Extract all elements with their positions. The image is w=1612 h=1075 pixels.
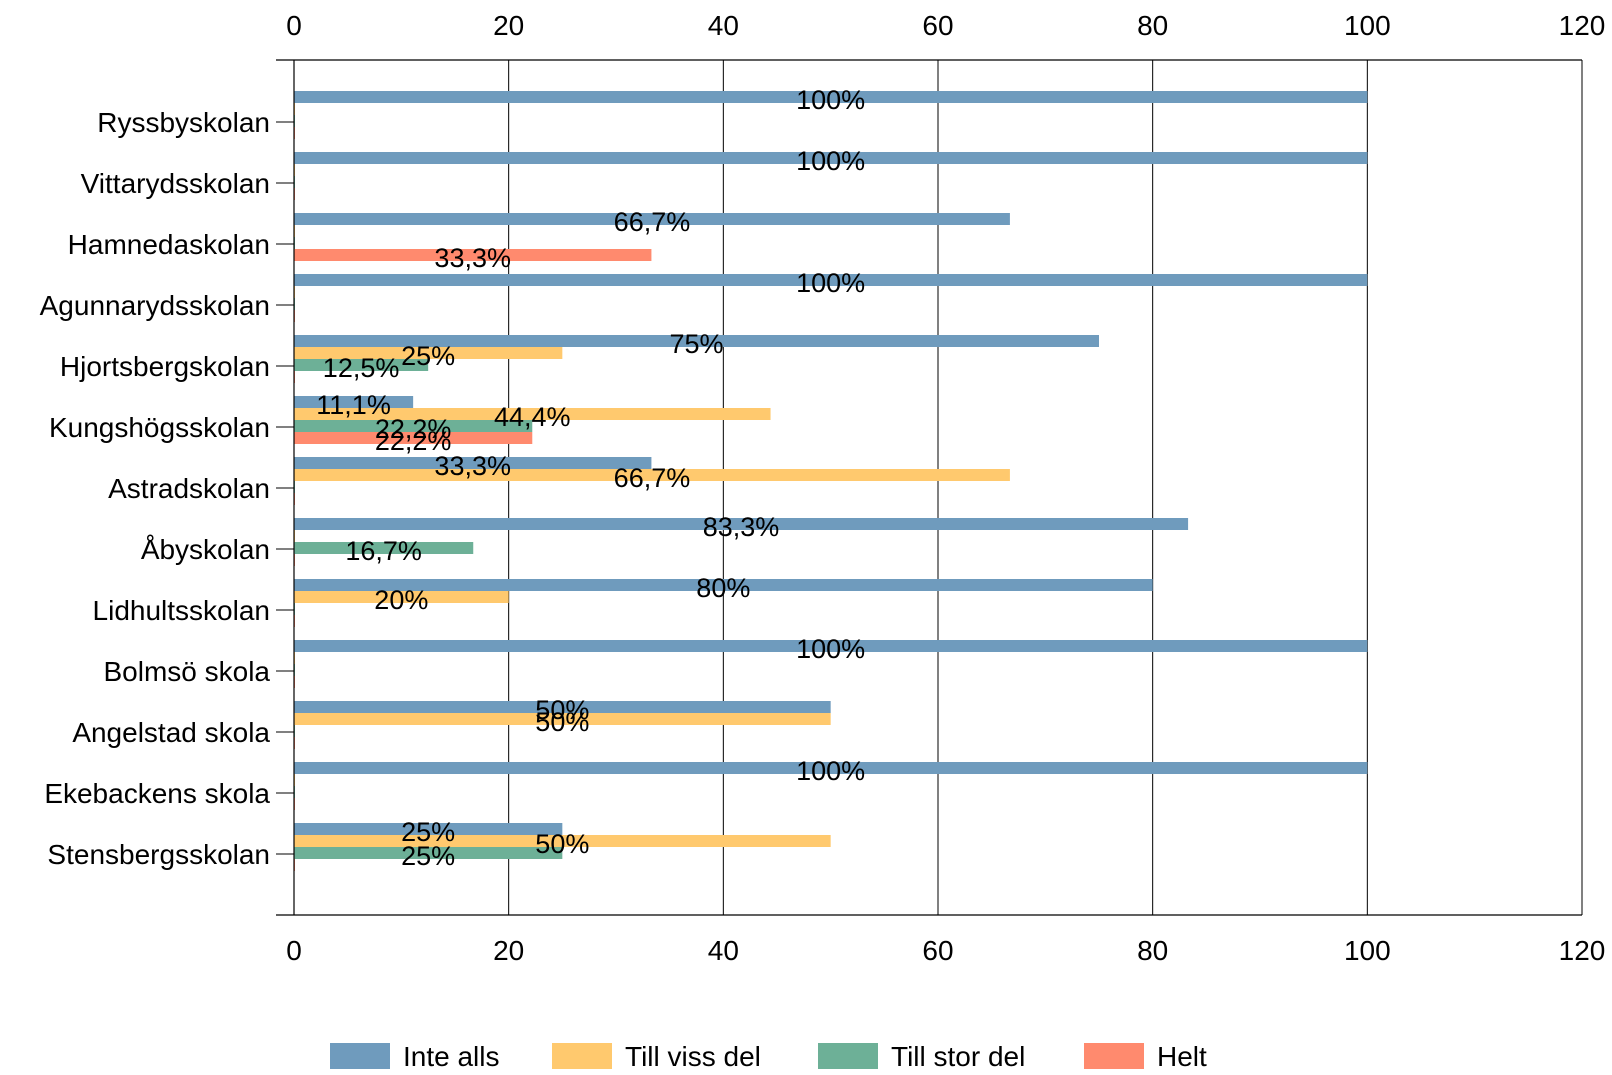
bar-helt [294, 249, 652, 261]
bar-till-stor-del [294, 359, 429, 371]
bar-till-stor-del [294, 542, 474, 554]
data-label: 75% [669, 329, 723, 359]
category-label: Kungshögsskolan [49, 412, 270, 443]
legend: Inte alls Till viss del Till stor del Helt [330, 1041, 1207, 1072]
x-tick-label-top: 40 [708, 10, 739, 41]
data-label: 22,2% [375, 426, 452, 456]
bar-till-viss-del [294, 835, 831, 847]
data-label: 50% [535, 695, 589, 725]
gridlines [293, 60, 1583, 915]
legend-swatch [1084, 1043, 1144, 1069]
bar-till-viss-del [294, 469, 1010, 481]
bar-till-viss-del [294, 713, 831, 725]
data-label: 100% [796, 268, 865, 298]
bar-till-viss-del [294, 347, 563, 359]
x-tick-label-bottom: 0 [286, 935, 302, 966]
data-label: 66,7% [614, 207, 691, 237]
data-label: 50% [535, 707, 589, 737]
data-label: 16,7% [345, 536, 422, 566]
data-label: 25% [401, 817, 455, 847]
bar-inte-alls [294, 457, 652, 469]
bars [294, 91, 1368, 871]
bar-inte-alls [294, 152, 1368, 164]
data-label: 44,4% [494, 402, 571, 432]
bar-till-stor-del [294, 420, 533, 432]
x-tick-label-bottom: 40 [708, 935, 739, 966]
bar-inte-alls [294, 579, 1153, 591]
category-label: Vittarydsskolan [81, 168, 270, 199]
category-label: Lidhultsskolan [93, 595, 270, 626]
x-tick-label-top: 100 [1344, 10, 1391, 41]
x-tick-label-bottom: 100 [1344, 935, 1391, 966]
bar-till-viss-del [294, 591, 509, 603]
x-tick-label-bottom: 80 [1137, 935, 1168, 966]
data-label: 100% [796, 146, 865, 176]
x-tick-label-top: 120 [1559, 10, 1606, 41]
category-label: Bolmsö skola [103, 656, 270, 687]
x-tick-label-bottom: 20 [493, 935, 524, 966]
data-labels: 100%100%66,7%33,3%100%75%25%12,5%11,1% 44… [316, 85, 865, 871]
legend-label: Inte alls [403, 1041, 500, 1070]
bar-inte-alls [294, 823, 563, 835]
bar-till-stor-del [294, 847, 563, 859]
legend-swatch [330, 1043, 390, 1069]
category-label: Agunnarydsskolan [40, 290, 270, 321]
bar-till-viss-del [294, 408, 771, 420]
data-label: 100% [796, 85, 865, 115]
bar-inte-alls [294, 213, 1010, 225]
category-label: Åbyskolan [141, 534, 270, 565]
x-tick-label-top: 0 [286, 10, 302, 41]
bar-inte-alls [294, 274, 1368, 286]
data-label: 66,7% [614, 463, 691, 493]
data-label: 83,3% [703, 512, 780, 542]
bar-inte-alls [294, 518, 1189, 530]
x-tick-label-top: 20 [493, 10, 524, 41]
bar-inte-alls [294, 762, 1368, 774]
bar-inte-alls [294, 335, 1099, 347]
data-label: 100% [796, 756, 865, 786]
legend-label: Till stor del [891, 1041, 1025, 1070]
data-label: 22,2% [375, 414, 452, 444]
category-label: Hamnedaskolan [68, 229, 270, 260]
data-label: 25% [401, 841, 455, 871]
bar-inte-alls [294, 91, 1368, 103]
x-tick-label-top: 80 [1137, 10, 1168, 41]
category-label: Angelstad skola [72, 717, 270, 748]
category-label: Stensbergsskolan [47, 839, 270, 870]
data-label: 33,3% [434, 243, 511, 273]
bar-helt [294, 432, 533, 444]
data-label: 80% [696, 573, 750, 603]
data-label: 100% [796, 634, 865, 664]
axes: 0 0 20 20 40 40 60 60 80 80 100 100 120 120 Ryssbyskol… [40, 10, 1606, 966]
legend-label: Helt [1157, 1041, 1207, 1070]
category-label: Hjortsbergskolan [60, 351, 270, 382]
legend-swatch [818, 1043, 878, 1069]
bar-inte-alls [294, 396, 414, 408]
data-label: 50% [535, 829, 589, 859]
data-label: 33,3% [434, 451, 511, 481]
x-tick-label-top: 60 [922, 10, 953, 41]
legend-label: Till viss del [625, 1041, 761, 1070]
x-tick-label-bottom: 120 [1559, 935, 1606, 966]
legend-swatch [552, 1043, 612, 1069]
data-label: 25% [401, 341, 455, 371]
data-label: 20% [374, 585, 428, 615]
bar-inte-alls [294, 701, 831, 713]
category-label: Ryssbyskolan [97, 107, 270, 138]
data-label: 11,1% [316, 390, 391, 420]
bar-inte-alls [294, 640, 1368, 652]
data-label: 12,5% [323, 353, 400, 383]
x-tick-label-bottom: 60 [922, 935, 953, 966]
category-label: Ekebackens skola [44, 778, 270, 809]
category-label: Astradskolan [108, 473, 270, 504]
